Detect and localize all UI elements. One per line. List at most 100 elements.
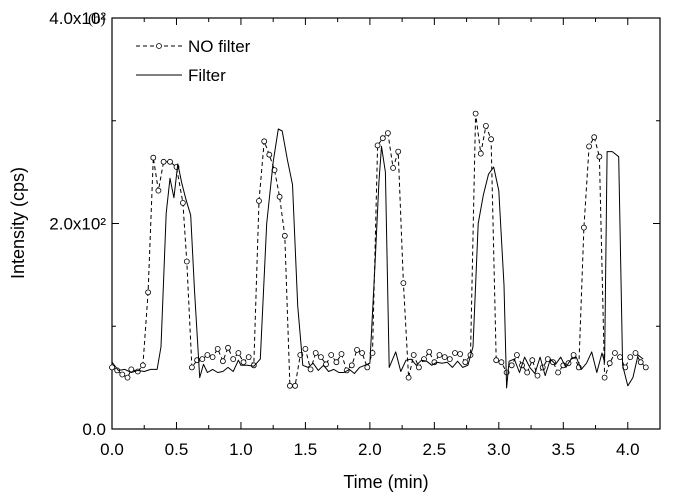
data-point-no-filter <box>323 361 329 368</box>
data-point-no-filter <box>266 151 273 158</box>
data-point-no-filter <box>472 110 479 117</box>
data-point-no-filter <box>617 354 623 361</box>
data-point-no-filter <box>426 348 433 355</box>
data-point-no-filter <box>155 187 162 194</box>
data-point-no-filter <box>410 352 417 358</box>
data-point-no-filter <box>555 369 561 376</box>
data-point-no-filter <box>225 344 231 351</box>
x-axis-ticks: 0.0 0.5 1.0 1.5 2.0 2.5 3.0 3.5 4.0 <box>100 18 640 459</box>
data-point-no-filter <box>204 352 211 358</box>
data-point-no-filter <box>167 158 173 165</box>
x-tick-label: 1.0 <box>229 440 253 459</box>
data-point-no-filter <box>627 354 634 361</box>
x-tick-label: 1.5 <box>294 440 318 459</box>
data-point-no-filter <box>281 232 288 239</box>
data-point-no-filter <box>632 350 639 356</box>
data-point-no-filter <box>354 346 360 353</box>
data-point-no-filter <box>240 359 247 366</box>
data-point-no-filter <box>498 359 505 366</box>
data-point-no-filter <box>307 366 314 373</box>
data-point-no-filter <box>188 364 195 371</box>
data-point-no-filter <box>637 359 644 366</box>
x-tick-label: 0.5 <box>165 440 189 459</box>
x-tick-label: 0.0 <box>100 440 124 459</box>
x-tick-label: 3.0 <box>487 440 511 459</box>
data-point-no-filter <box>390 165 397 171</box>
data-point-no-filter <box>514 352 520 358</box>
data-point-no-filter <box>477 150 484 157</box>
legend-filter-label: Filter <box>188 66 226 85</box>
data-point-no-filter <box>364 364 371 371</box>
x-tick-label: 2.5 <box>423 440 447 459</box>
data-point-no-filter <box>183 258 190 265</box>
data-point-no-filter <box>462 359 469 366</box>
data-point-no-filter <box>359 350 366 356</box>
data-point-no-filter <box>457 351 464 357</box>
data-point-no-filter <box>586 143 592 150</box>
data-point-no-filter <box>328 352 335 358</box>
data-point-no-filter <box>415 364 422 371</box>
x-tick-label: 4.0 <box>616 440 640 459</box>
x-tick-label: 3.5 <box>551 440 575 459</box>
data-point-no-filter <box>134 368 141 375</box>
series-line-filter <box>111 128 644 389</box>
data-point-no-filter <box>452 350 458 356</box>
data-point-no-filter <box>581 224 587 231</box>
data-point-no-filter <box>596 153 603 160</box>
data-point-no-filter <box>348 362 355 369</box>
panel-label: (b) <box>88 11 106 27</box>
data-point-no-filter <box>276 193 283 200</box>
data-point-no-filter <box>109 364 115 371</box>
data-point-no-filter <box>400 280 407 287</box>
data-point-no-filter <box>508 362 515 369</box>
data-point-no-filter <box>199 356 206 363</box>
data-point-no-filter <box>642 364 649 371</box>
data-point-no-filter <box>482 123 489 129</box>
data-point-no-filter <box>209 354 216 361</box>
series-layer <box>109 110 649 389</box>
data-point-no-filter <box>374 142 381 149</box>
legend-no-filter-label: NO filter <box>188 37 251 56</box>
data-point-no-filter <box>317 354 324 361</box>
data-point-no-filter <box>570 352 577 358</box>
data-point-no-filter <box>338 351 345 357</box>
data-point-no-filter <box>534 372 541 379</box>
data-point-no-filter <box>145 289 152 296</box>
data-point-no-filter <box>139 362 146 369</box>
data-point-no-filter <box>179 199 186 206</box>
data-point-no-filter <box>250 362 257 369</box>
data-point-no-filter <box>379 135 386 142</box>
legend-no-filter-marker <box>156 43 162 49</box>
x-axis-title: Time (min) <box>343 472 428 492</box>
data-point-no-filter <box>529 357 536 364</box>
data-point-no-filter <box>230 356 237 363</box>
data-point-no-filter <box>601 374 608 381</box>
y-tick-label: 0.0 <box>82 420 106 439</box>
data-point-no-filter <box>245 354 252 361</box>
y-axis-ticks: 0.0 2.0x10² 4.0x10² <box>49 9 660 439</box>
legend: NO filter Filter <box>136 37 251 85</box>
data-point-no-filter <box>441 354 448 361</box>
data-point-no-filter <box>302 345 309 352</box>
data-point-no-filter <box>256 197 262 204</box>
data-point-no-filter <box>524 369 531 376</box>
y-tick-label: 2.0x10² <box>49 215 106 234</box>
data-point-no-filter <box>384 130 391 137</box>
data-point-no-filter <box>261 138 268 145</box>
data-point-no-filter <box>446 356 453 363</box>
data-point-no-filter <box>591 134 598 141</box>
data-point-no-filter <box>128 366 135 373</box>
data-point-no-filter <box>214 345 221 352</box>
data-point-no-filter <box>333 359 340 366</box>
data-point-no-filter <box>493 357 500 364</box>
data-point-no-filter <box>150 154 157 161</box>
data-point-no-filter <box>436 352 443 358</box>
data-point-no-filter <box>219 358 226 365</box>
data-point-no-filter <box>312 350 319 356</box>
y-tick-label: 4.0x10² <box>49 9 106 28</box>
data-point-no-filter <box>160 158 167 165</box>
y-axis-title: Intensity (cps) <box>8 167 28 279</box>
data-point-no-filter <box>612 350 618 356</box>
x-tick-label: 2.0 <box>358 440 382 459</box>
